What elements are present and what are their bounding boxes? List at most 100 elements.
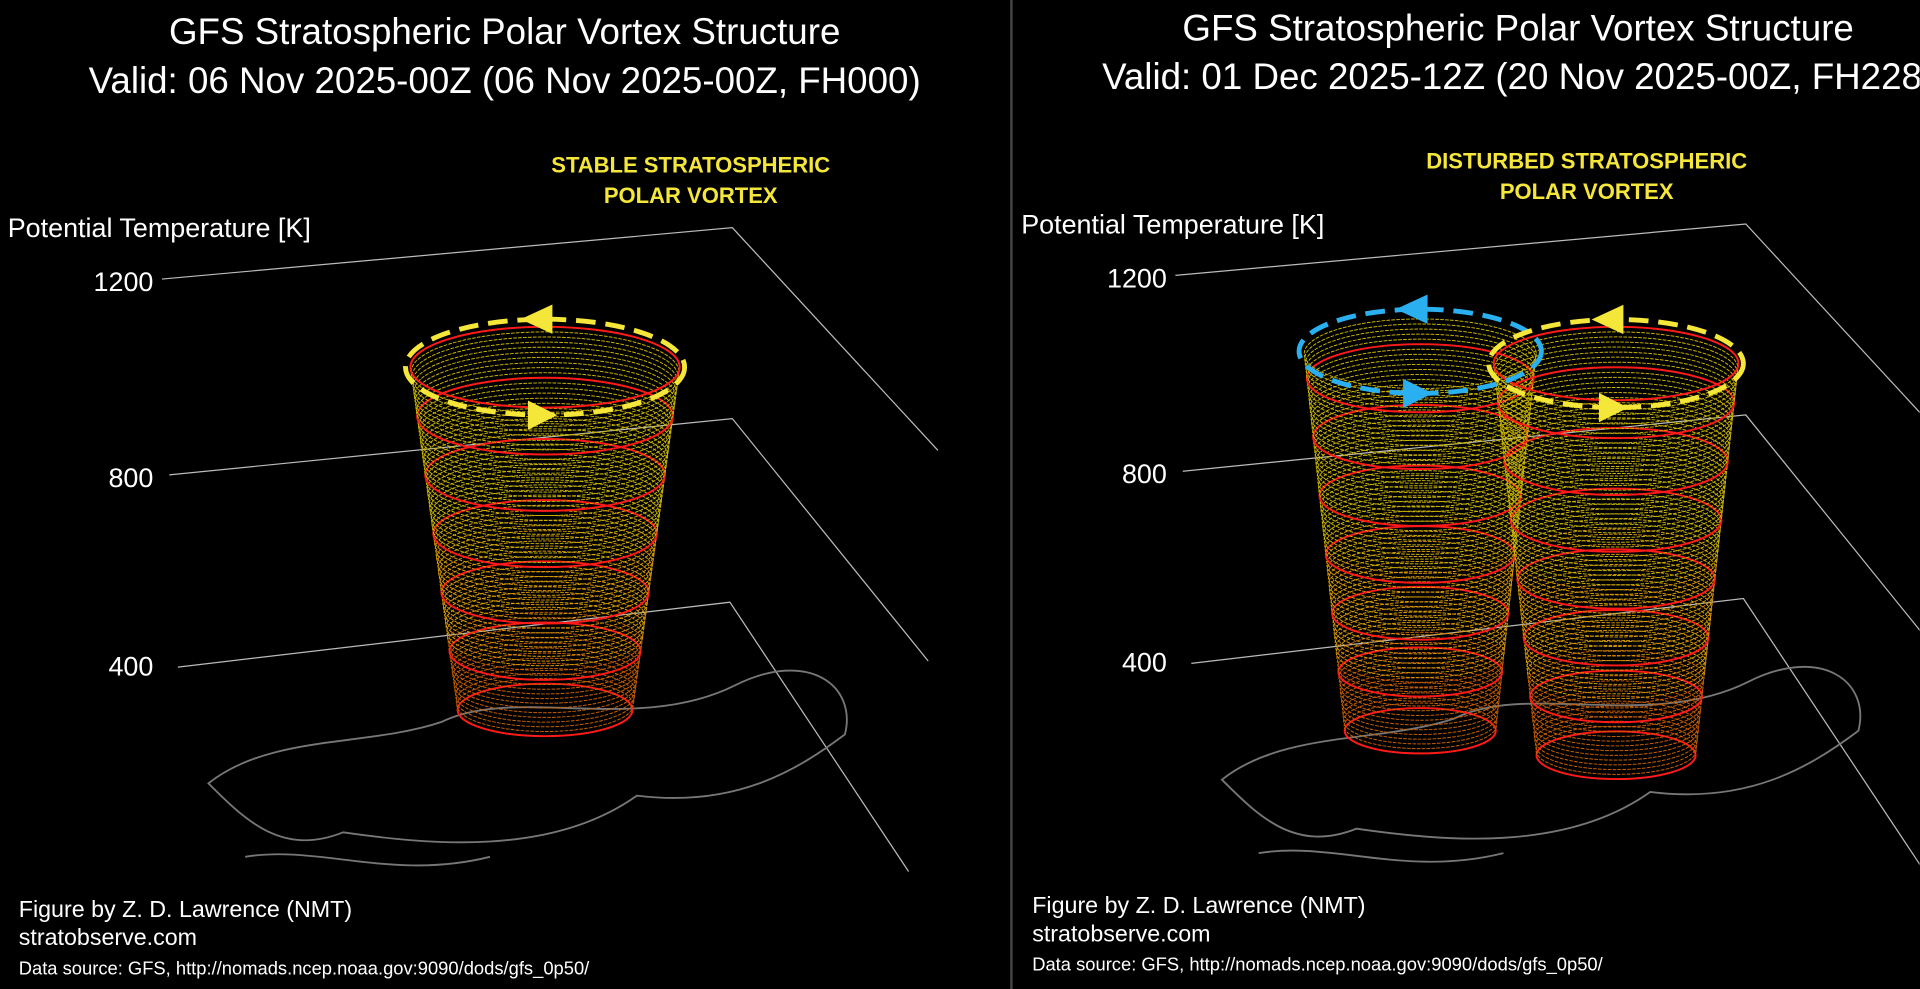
isentrope xyxy=(1326,535,1515,593)
isentrope xyxy=(1534,715,1698,766)
isentrope xyxy=(1329,566,1512,622)
isentrope xyxy=(1505,442,1727,510)
isentrope xyxy=(1526,644,1706,700)
isentrope xyxy=(1328,561,1512,617)
level-plane xyxy=(169,417,929,662)
contour xyxy=(1337,646,1504,698)
isentrope xyxy=(1304,323,1537,394)
isentrope xyxy=(446,606,644,667)
isentrope xyxy=(1520,584,1712,643)
contour xyxy=(440,560,650,625)
isentrope xyxy=(1515,533,1718,595)
isentrope xyxy=(1330,576,1510,631)
isentrope xyxy=(1334,611,1507,664)
isentrope xyxy=(1322,500,1518,560)
isentrope xyxy=(440,555,650,620)
isentrope xyxy=(1535,725,1697,775)
isentrope xyxy=(452,647,638,704)
isentrope xyxy=(1507,462,1725,529)
tick-label: 1200 xyxy=(1107,263,1167,293)
isentrope xyxy=(1508,467,1724,534)
isentrope xyxy=(1305,338,1535,408)
isentrope xyxy=(456,678,634,732)
isentrope xyxy=(1308,368,1532,437)
axis-label: Potential Temperature [K] xyxy=(8,213,311,243)
tick-label: 1200 xyxy=(94,267,154,297)
isentrope xyxy=(1531,690,1701,742)
isentrope xyxy=(1532,700,1700,752)
isentrope xyxy=(1336,636,1504,688)
isentrope xyxy=(1340,672,1500,721)
isentrope xyxy=(1526,639,1706,695)
contour xyxy=(1522,609,1710,667)
isentrope xyxy=(1314,424,1526,489)
arrow-head xyxy=(527,400,558,430)
isentrope xyxy=(1327,550,1513,608)
isentrope xyxy=(1498,376,1734,449)
isentrope xyxy=(1518,563,1714,624)
isentrope xyxy=(436,530,654,596)
arrow-head xyxy=(1598,392,1629,423)
isentrope xyxy=(1336,631,1505,683)
isentrope xyxy=(436,525,654,592)
isentrope xyxy=(1530,680,1702,733)
isentrope xyxy=(1500,397,1732,468)
contour xyxy=(1496,366,1736,440)
level-plane xyxy=(177,601,910,872)
panel-title: GFS Stratospheric Polar Vortex Structure xyxy=(1182,7,1853,48)
isentrope xyxy=(1517,558,1715,619)
isentrope xyxy=(1315,429,1526,494)
contour xyxy=(1331,585,1510,641)
tick-label: 800 xyxy=(1122,459,1167,489)
isentrope xyxy=(1337,641,1504,693)
credit: stratobserve.com xyxy=(1032,920,1210,946)
isentrope xyxy=(1503,422,1729,491)
contour xyxy=(1312,403,1529,471)
isentrope xyxy=(1496,356,1736,430)
credit: Figure by Z. D. Lawrence (NMT) xyxy=(19,896,352,922)
isentrope xyxy=(1341,677,1500,726)
isentrope xyxy=(1335,621,1506,674)
isentrope xyxy=(1309,374,1531,442)
isentrope xyxy=(439,550,651,615)
annotation: POLAR VORTEX xyxy=(604,183,778,208)
isentrope xyxy=(1303,318,1537,390)
isentrope xyxy=(1312,399,1529,465)
isentrope xyxy=(1321,490,1519,551)
isentrope xyxy=(1527,649,1705,704)
annotation: STABLE STRATOSPHERIC xyxy=(551,152,830,177)
isentrope xyxy=(1307,358,1533,427)
arrow-head xyxy=(1395,294,1428,324)
isentrope xyxy=(1522,604,1710,662)
isentrope xyxy=(1532,695,1700,747)
credit: Data source: GFS, http://nomads.ncep.noa… xyxy=(1032,954,1603,976)
isentrope xyxy=(1519,574,1713,633)
isentrope xyxy=(1502,417,1730,486)
contour xyxy=(1503,426,1729,496)
credit: stratobserve.com xyxy=(19,924,197,950)
isentrope xyxy=(1500,392,1732,463)
panel-content: GFS Stratospheric Polar Vortex Structure… xyxy=(1021,7,1920,976)
isentrope xyxy=(445,596,645,657)
coastline xyxy=(1220,665,1862,863)
isentrope xyxy=(1509,483,1723,548)
tick-label: 400 xyxy=(1122,648,1167,678)
isentrope xyxy=(1329,571,1511,626)
isentrope xyxy=(1518,569,1714,629)
isentrope xyxy=(438,545,652,610)
isentrope xyxy=(1495,351,1737,425)
isentrope xyxy=(442,571,648,634)
isentrope xyxy=(447,611,643,671)
isentrope xyxy=(453,657,637,714)
isentrope xyxy=(455,672,635,728)
isentrope xyxy=(1514,528,1718,591)
isentrope xyxy=(454,662,636,718)
isentrope xyxy=(444,586,646,648)
isentrope xyxy=(448,616,642,676)
isentrope xyxy=(1533,710,1699,761)
isentrope xyxy=(1506,452,1726,520)
isentrope xyxy=(1509,478,1723,543)
isentrope xyxy=(1533,705,1699,756)
panel-valid: Valid: 06 Nov 2025-00Z (06 Nov 2025-00Z,… xyxy=(89,60,921,101)
contour xyxy=(448,621,642,681)
